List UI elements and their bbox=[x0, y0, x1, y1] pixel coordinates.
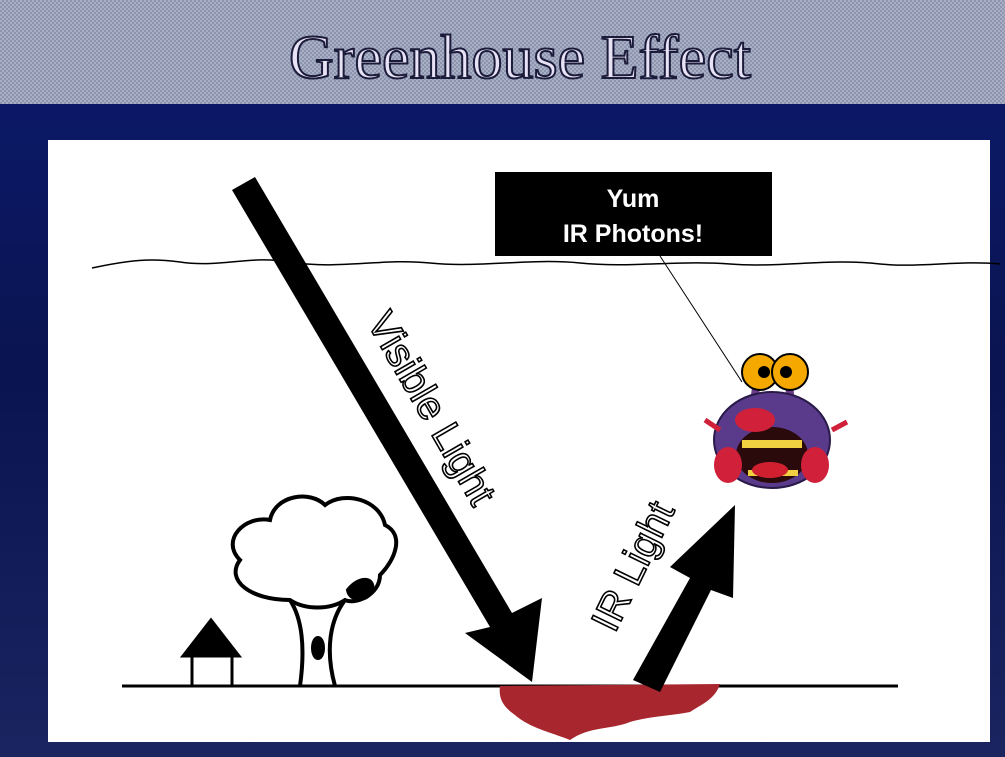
ir-light-arrow bbox=[633, 505, 735, 692]
monster bbox=[703, 353, 849, 489]
puddle bbox=[499, 684, 720, 740]
callout-line: Yum bbox=[607, 185, 660, 213]
atmosphere-line bbox=[91, 259, 1001, 269]
tree bbox=[230, 494, 399, 687]
house bbox=[179, 617, 243, 686]
callout-pointer bbox=[659, 255, 743, 383]
title: Greenhouse Effect bbox=[289, 24, 751, 92]
callout-box bbox=[495, 172, 772, 256]
callout-line: IR Photons! bbox=[563, 220, 703, 248]
title-band bbox=[0, 0, 1005, 104]
visible-light-arrow bbox=[232, 177, 542, 682]
